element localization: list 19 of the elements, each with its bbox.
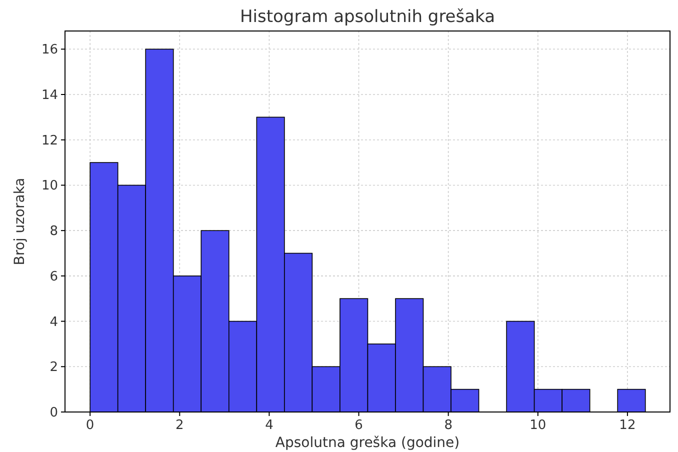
y-tick-label: 0: [50, 406, 58, 420]
y-tick-label: 16: [41, 42, 58, 58]
chart-title: Histogram apsolutnih grešaka: [240, 7, 495, 27]
y-tick-label: 6: [50, 269, 58, 284]
x-tick-label: 10: [530, 418, 546, 433]
x-tick-label: 8: [444, 418, 452, 433]
y-tick-label: 4: [50, 314, 58, 330]
x-tick-label: 0: [86, 418, 94, 433]
y-tick-label: 8: [50, 224, 58, 240]
x-tick-label: 12: [619, 418, 636, 433]
x-tick-label: 2: [176, 418, 184, 433]
y-tick-label: 2: [50, 360, 58, 376]
y-tick-label: 10: [41, 178, 58, 194]
y-axis-title: Broj uzoraka: [12, 178, 28, 266]
y-tick-label: 14: [41, 88, 58, 103]
x-tick-label: 4: [265, 418, 274, 433]
x-axis-title: Apsolutna greška (godine): [275, 435, 460, 451]
x-tick-label: 6: [354, 418, 363, 433]
y-tick-label: 12: [41, 133, 58, 148]
